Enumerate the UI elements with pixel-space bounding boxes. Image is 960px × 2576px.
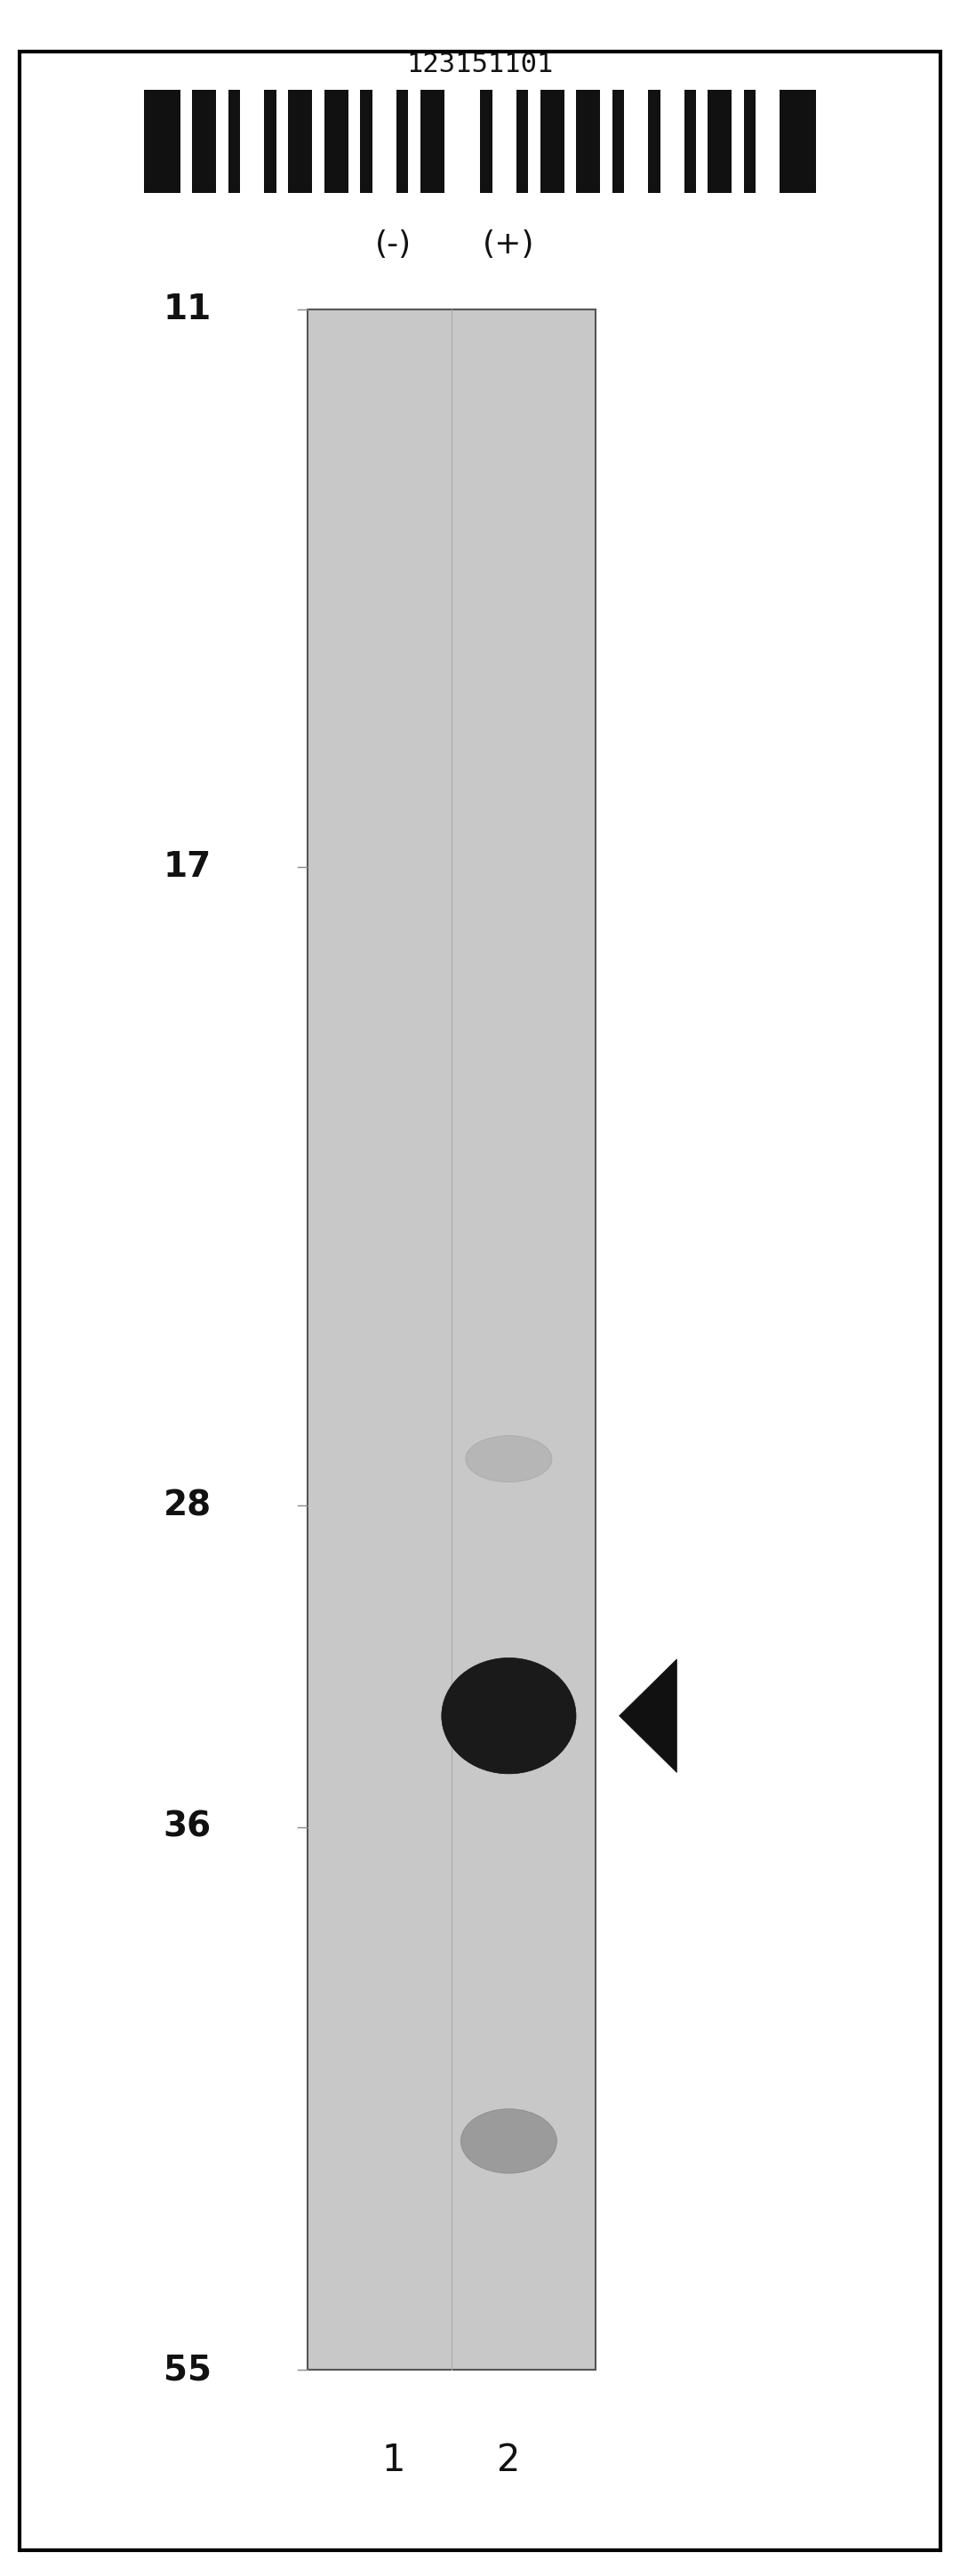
Ellipse shape bbox=[466, 1435, 552, 1481]
Text: (+): (+) bbox=[483, 229, 535, 260]
Ellipse shape bbox=[442, 1659, 576, 1775]
FancyBboxPatch shape bbox=[19, 52, 941, 2550]
Text: 123151101: 123151101 bbox=[406, 52, 554, 77]
Polygon shape bbox=[619, 1659, 677, 1772]
Bar bbox=[480, 90, 492, 193]
Bar bbox=[684, 90, 696, 193]
Bar bbox=[360, 90, 372, 193]
Text: 1: 1 bbox=[382, 2442, 405, 2478]
Bar bbox=[307, 309, 595, 2370]
Ellipse shape bbox=[461, 2110, 557, 2174]
Bar bbox=[192, 90, 216, 193]
Text: 28: 28 bbox=[163, 1489, 211, 1522]
Bar bbox=[744, 90, 756, 193]
Bar bbox=[780, 90, 816, 193]
Text: 55: 55 bbox=[163, 2352, 211, 2388]
Text: 36: 36 bbox=[163, 1811, 211, 1844]
Bar bbox=[708, 90, 732, 193]
Text: 2: 2 bbox=[497, 2442, 520, 2478]
Bar bbox=[420, 90, 444, 193]
Text: 17: 17 bbox=[163, 850, 211, 884]
Text: (-): (-) bbox=[375, 229, 412, 260]
Bar bbox=[516, 90, 528, 193]
Bar bbox=[576, 90, 600, 193]
Bar bbox=[228, 90, 240, 193]
Bar bbox=[264, 90, 276, 193]
Bar bbox=[396, 90, 408, 193]
Bar bbox=[324, 90, 348, 193]
Bar bbox=[540, 90, 564, 193]
Bar bbox=[648, 90, 660, 193]
Bar bbox=[144, 90, 180, 193]
Bar bbox=[288, 90, 312, 193]
Text: 11: 11 bbox=[163, 291, 211, 327]
Bar bbox=[612, 90, 624, 193]
